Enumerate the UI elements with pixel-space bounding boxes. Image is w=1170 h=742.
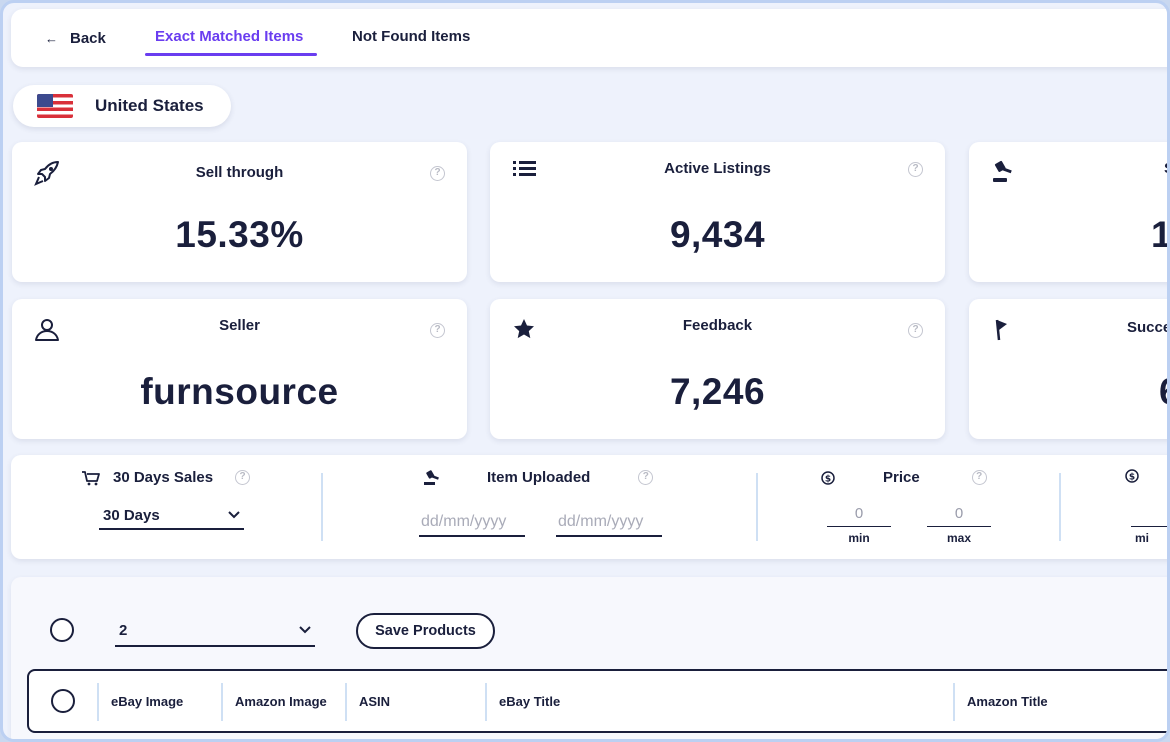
column-ebay-title[interactable]: eBay Title — [499, 694, 561, 709]
column-divider — [485, 683, 487, 721]
dollar-icon: $ — [821, 470, 835, 485]
help-icon[interactable]: ? — [235, 470, 251, 485]
country-selector[interactable]: United States — [13, 85, 231, 127]
help-icon[interactable]: ? — [430, 323, 445, 338]
stat-card-active-listings: Active Listings ? 9,434 — [490, 142, 945, 282]
filter-label: Item Uploaded — [487, 469, 591, 486]
flag-icon — [991, 317, 1017, 343]
column-asin[interactable]: ASIN — [359, 694, 391, 709]
stat-value: 7,246 — [669, 371, 766, 412]
column-divider — [97, 683, 99, 721]
chevron-down-icon — [299, 626, 311, 634]
stat-card-seller: Seller ? furnsource — [12, 299, 467, 439]
list-icon — [512, 158, 538, 184]
filter-partial-header: $ — [1125, 469, 1139, 483]
price-max-input[interactable]: 0 — [927, 505, 991, 527]
back-button[interactable]: ← Back — [45, 27, 106, 49]
country-name: United States — [95, 96, 204, 115]
date-to-input[interactable]: dd/mm/yyyy — [556, 509, 662, 537]
active-tab-indicator — [145, 53, 317, 56]
filter-price-header: $ Price ? — [821, 469, 987, 486]
chevron-down-icon — [228, 511, 240, 519]
svg-text:$: $ — [1129, 473, 1135, 483]
stat-label: Active Listings — [664, 160, 771, 177]
stat-value: 1, — [1151, 214, 1170, 255]
back-label: Back — [70, 29, 106, 47]
tab-exact-matched-items[interactable]: Exact Matched Items — [155, 28, 304, 45]
stat-card-partial-2: Succe 6 — [969, 299, 1170, 439]
stat-label: Succe — [1127, 319, 1170, 336]
select-all-radio[interactable] — [50, 618, 74, 642]
filter-item-uploaded-header: Item Uploaded ? — [423, 469, 654, 486]
divider — [321, 473, 323, 541]
days-sales-value: 30 Days — [103, 506, 160, 524]
column-ebay-image[interactable]: eBay Image — [111, 694, 184, 709]
dollar-icon: $ — [1125, 469, 1139, 483]
stat-label: S — [1164, 160, 1167, 177]
price-max-caption: max — [946, 531, 972, 545]
star-icon — [512, 317, 538, 343]
user-icon — [34, 317, 60, 343]
filter-30-days-sales-header: 30 Days Sales ? — [81, 469, 251, 486]
top-nav: ← Back Exact Matched Items Not Found Ite… — [11, 9, 1167, 67]
table-header: eBay Image Amazon Image ASIN eBay Title … — [27, 669, 1167, 733]
gavel-icon — [423, 469, 441, 486]
stat-value: furnsource — [140, 371, 339, 412]
stat-value: 6 — [1159, 371, 1167, 413]
arrow-left-icon: ← — [45, 30, 58, 46]
products-panel: 2 Save Products eBay Image Amazon Image … — [11, 577, 1167, 739]
stat-card-partial-1: S 1, — [969, 142, 1170, 282]
column-amazon-title[interactable]: Amazon Title — [967, 694, 1048, 709]
page-size-value: 2 — [119, 621, 128, 639]
partial-input[interactable]: 0 — [1131, 505, 1167, 527]
stat-label: Seller — [219, 317, 260, 334]
price-min-input[interactable]: 0 — [827, 505, 891, 527]
page-size-select[interactable]: 2 — [115, 615, 315, 647]
filters-panel: 30 Days Sales ? 30 Days Item Uploaded ? … — [11, 455, 1167, 559]
help-icon[interactable]: ? — [908, 323, 923, 338]
days-sales-select[interactable]: 30 Days — [99, 502, 244, 530]
us-flag-icon — [37, 94, 73, 118]
save-products-button[interactable]: Save Products — [356, 613, 495, 649]
filter-label: Price — [883, 469, 920, 486]
divider — [1059, 473, 1061, 541]
svg-text:$: $ — [825, 474, 831, 484]
help-icon[interactable]: ? — [908, 162, 923, 177]
rocket-icon — [34, 160, 60, 186]
partial-caption: mi — [1135, 531, 1150, 545]
date-from-input[interactable]: dd/mm/yyyy — [419, 509, 525, 537]
divider — [756, 473, 758, 541]
filter-label: 30 Days Sales — [113, 469, 214, 486]
column-amazon-image[interactable]: Amazon Image — [235, 694, 327, 709]
column-divider — [953, 683, 955, 721]
help-icon[interactable]: ? — [971, 470, 987, 485]
cart-icon — [81, 470, 101, 486]
tab-not-found-items[interactable]: Not Found Items — [352, 28, 471, 45]
stat-value: 9,434 — [669, 214, 766, 255]
stat-card-sell-through: Sell through ? 15.33% — [12, 142, 467, 282]
gavel-icon — [991, 160, 1017, 186]
stat-card-feedback: Feedback ? 7,246 — [490, 299, 945, 439]
column-divider — [221, 683, 223, 721]
help-icon[interactable]: ? — [638, 470, 654, 485]
help-icon[interactable]: ? — [430, 166, 445, 181]
stat-label: Sell through — [195, 164, 284, 181]
stat-value: 15.33% — [175, 214, 304, 255]
header-select-radio[interactable] — [51, 689, 75, 713]
stat-label: Feedback — [682, 317, 753, 334]
price-min-caption: min — [848, 531, 870, 545]
column-divider — [345, 683, 347, 721]
